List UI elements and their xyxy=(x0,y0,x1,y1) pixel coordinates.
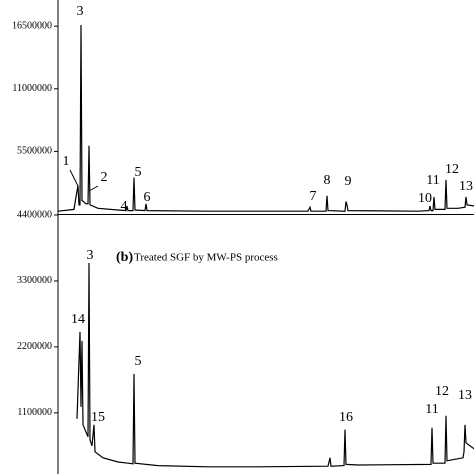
y-tick-label: 5500000 xyxy=(17,146,52,157)
chromatogram-trace xyxy=(76,262,474,468)
peak-arrow xyxy=(69,169,79,187)
peak-label: 3 xyxy=(77,4,84,19)
y-tick-label: 4400000 xyxy=(17,209,52,220)
peak-label: 3 xyxy=(87,248,94,263)
peak-label: 13 xyxy=(459,179,473,194)
peak-label: 10 xyxy=(418,191,432,206)
peak-label: 9 xyxy=(345,174,352,189)
peak-label: 12 xyxy=(435,384,449,399)
panel-title: Treated SGF by MW-PS process xyxy=(134,252,278,264)
y-tick-label: 1100000 xyxy=(17,407,52,418)
peak-label: 14 xyxy=(71,312,85,327)
peak-label: 2 xyxy=(101,170,108,185)
peak-label: 1 xyxy=(63,154,70,169)
peak-label: 7 xyxy=(310,189,317,204)
peak-label: 11 xyxy=(425,402,438,417)
peak-label: 11 xyxy=(426,173,439,188)
peak-label: 5 xyxy=(135,354,142,369)
chromatogram-trace xyxy=(57,24,474,212)
peak-label: 5 xyxy=(135,165,142,180)
y-tick-label: 11000000 xyxy=(12,83,52,94)
peak-label: 8 xyxy=(324,173,331,188)
peak-label: 15 xyxy=(91,410,105,425)
peak-label: 4 xyxy=(121,199,128,214)
peak-label: 16 xyxy=(339,410,353,425)
peak-arrow xyxy=(88,185,99,192)
peak-label: 13 xyxy=(458,388,472,403)
panel-label: (b) xyxy=(116,250,133,265)
peak-label: 6 xyxy=(144,190,151,205)
y-tick-label: 16500000 xyxy=(12,20,52,31)
peak-label: 12 xyxy=(445,162,459,177)
y-tick-label: 2200000 xyxy=(17,341,52,352)
y-tick-label: 3300000 xyxy=(17,275,52,286)
